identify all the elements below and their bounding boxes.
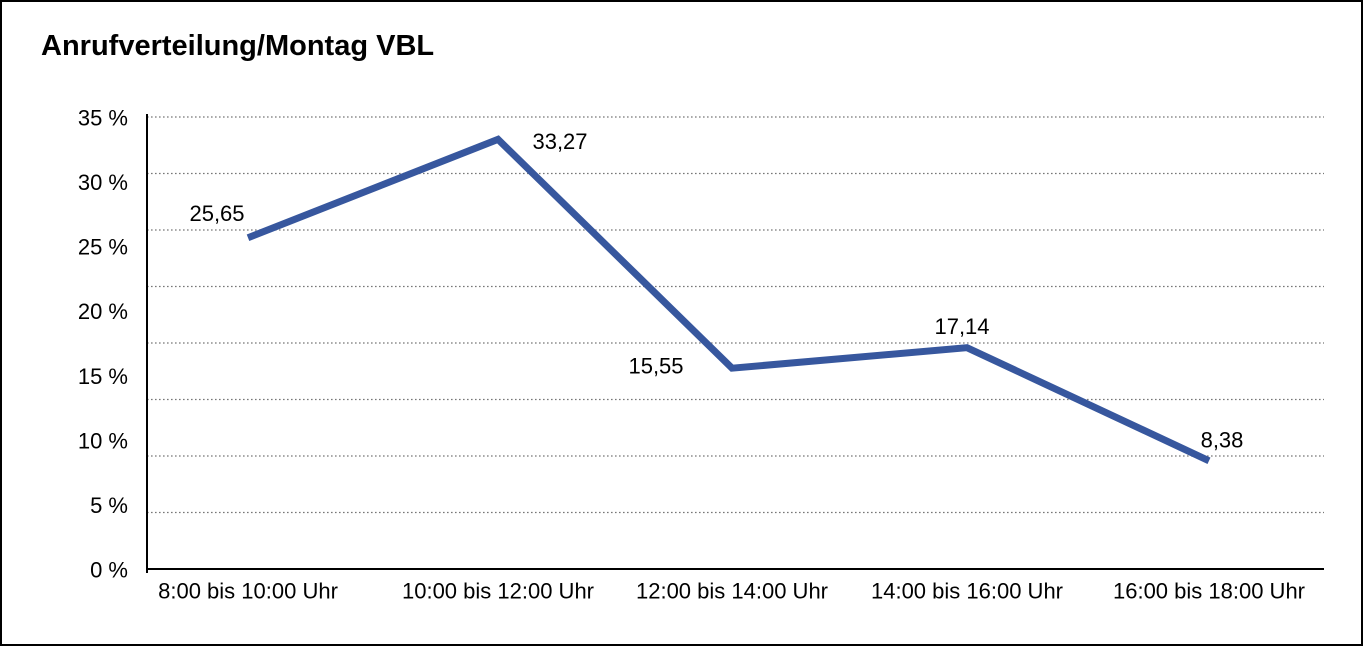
y-tick-label: 15 %	[78, 364, 128, 389]
data-point-label: 33,27	[532, 129, 587, 154]
x-tick-label: 14:00 bis 16:00 Uhr	[871, 579, 1063, 604]
y-tick-label: 10 %	[78, 428, 128, 453]
y-tick-label: 0 %	[90, 558, 128, 583]
y-tick-label: 30 %	[78, 170, 128, 195]
chart-title: Anrufverteilung/Montag VBL	[41, 30, 435, 62]
data-line	[246, 135, 1211, 464]
x-tick-label: 10:00 bis 12:00 Uhr	[402, 579, 594, 604]
x-tick-label: 8:00 bis 10:00 Uhr	[158, 579, 338, 604]
y-tick-label: 5 %	[90, 493, 128, 518]
y-tick-label: 35 %	[78, 106, 128, 131]
data-point-label: 15,55	[628, 354, 683, 379]
y-tick-label: 25 %	[78, 235, 128, 260]
y-tick-label: 20 %	[78, 299, 128, 324]
x-tick-label: 12:00 bis 14:00 Uhr	[636, 579, 828, 604]
data-point-label: 25,65	[189, 201, 244, 226]
data-point-label: 17,14	[934, 314, 989, 339]
x-tick-label: 16:00 bis 18:00 Uhr	[1113, 579, 1305, 604]
data-point-label: 8,38	[1201, 427, 1244, 452]
